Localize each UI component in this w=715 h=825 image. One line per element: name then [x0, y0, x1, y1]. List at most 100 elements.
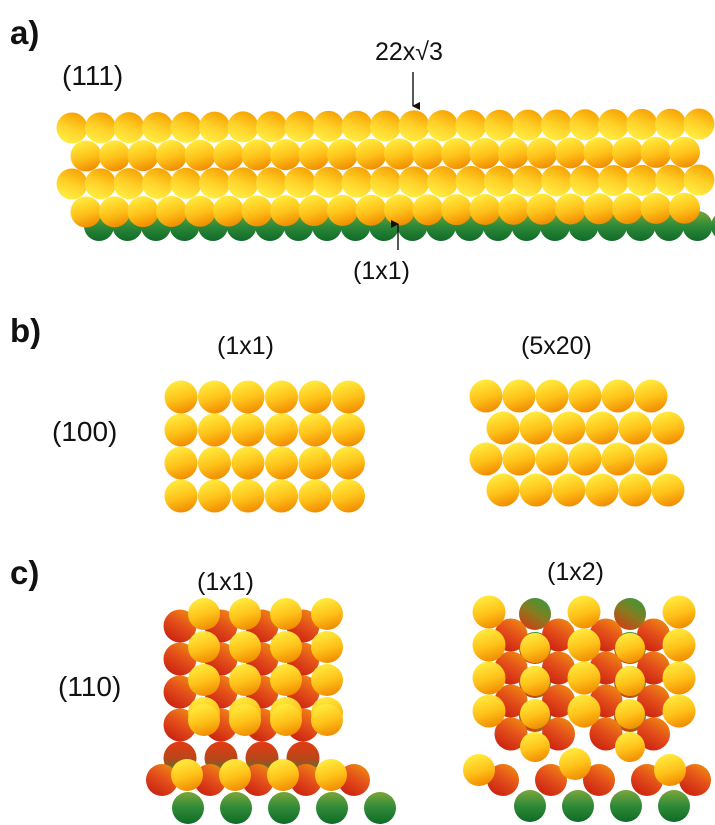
hex-grid-atom — [519, 473, 553, 507]
square-grid-atom — [164, 446, 198, 480]
hex-grid-atom — [634, 442, 668, 476]
surface-atom — [270, 139, 301, 171]
surface-atom — [669, 136, 700, 168]
gold-atom — [662, 595, 696, 629]
gold-atom — [567, 595, 601, 629]
surface-atom — [441, 194, 472, 226]
surface-atom — [512, 165, 544, 197]
surface-atom — [683, 164, 715, 196]
hex-grid-atom — [585, 411, 619, 445]
surface-atom — [355, 138, 387, 170]
square-grid-atom — [164, 380, 198, 414]
surface-atom — [541, 109, 572, 141]
gold-atom — [472, 661, 506, 695]
surface-atom — [626, 108, 658, 140]
surface-atom — [127, 140, 159, 172]
surface-atom — [398, 166, 430, 198]
panel-b-right-reconstruction: (5x20) — [521, 332, 592, 360]
surface-atom — [498, 137, 529, 169]
hex-grid-atom — [535, 379, 569, 413]
hex-grid-atom — [618, 411, 652, 445]
side-red-atom — [487, 764, 519, 796]
hex-grid-atom — [651, 473, 685, 507]
gold-atom — [311, 664, 343, 696]
hex-grid-atom — [469, 379, 503, 413]
hex-grid-atom — [568, 442, 602, 476]
surface-atom — [612, 137, 643, 169]
panel-b-left-reconstruction: (1x1) — [217, 332, 274, 360]
surface-atom — [441, 138, 472, 170]
red-atom — [163, 675, 197, 709]
side-gold-atom — [219, 759, 251, 791]
surface-atom — [526, 193, 558, 225]
side-gold-atom — [654, 754, 686, 786]
square-grid-atom — [298, 380, 332, 414]
gold-atom — [270, 664, 302, 696]
surface-atom — [569, 109, 601, 141]
surface-atom — [170, 167, 202, 199]
surface-atom — [498, 193, 529, 225]
green-atom — [519, 598, 551, 630]
surface-atom — [85, 112, 116, 144]
surface-atom — [683, 108, 715, 140]
gold-atom — [229, 598, 261, 630]
square-grid-atom — [265, 446, 298, 480]
hex-grid-atom — [486, 411, 520, 445]
side-gold-atom — [171, 759, 203, 791]
gold-atom — [188, 664, 220, 696]
surface-atom — [241, 195, 273, 227]
surface-atom — [555, 137, 586, 169]
gold-atom — [520, 666, 550, 696]
surface-atom — [127, 196, 159, 228]
panel-a-face-label: (111) — [62, 60, 123, 91]
surface-atom — [341, 166, 373, 198]
surface-atom — [655, 164, 686, 196]
side-green-atom — [220, 792, 252, 824]
gold-atom — [270, 704, 302, 736]
surface-atom — [640, 192, 672, 224]
surface-atom — [541, 165, 572, 197]
gold-atom — [520, 699, 550, 729]
square-grid-atom — [332, 380, 365, 414]
surface-atom — [598, 109, 629, 141]
surface-atom — [569, 165, 601, 197]
panel-c-left-reconstruction: (1x1) — [197, 568, 254, 596]
square-grid-atom — [265, 413, 298, 447]
panel-b-face-label: (100) — [52, 416, 117, 447]
gold-atom — [188, 704, 220, 736]
gold-atom — [229, 704, 261, 736]
surface-atom — [669, 192, 700, 224]
hex-grid-atom — [552, 473, 586, 507]
hex-grid-atom — [519, 411, 553, 445]
gold-atom — [188, 631, 220, 663]
surface-atom — [398, 110, 430, 142]
side-green-atom — [562, 790, 594, 822]
surface-atom — [598, 165, 629, 197]
panel-c-right-reconstruction: (1x2) — [547, 558, 604, 586]
red-atom — [163, 708, 197, 742]
gold-atom — [615, 699, 645, 729]
side-green-atom — [610, 790, 642, 822]
surface-atom — [199, 167, 230, 199]
gold-atom — [311, 631, 343, 663]
surface-atom — [227, 167, 259, 199]
red-atom — [637, 618, 670, 652]
square-grid-atom — [164, 479, 198, 513]
gold-atom — [615, 732, 645, 762]
side-red-atom — [679, 764, 711, 796]
surface-atom — [170, 111, 202, 143]
surface-atom — [355, 194, 387, 226]
gold-atom — [311, 598, 343, 630]
surface-atom — [99, 140, 130, 172]
surface-atom — [142, 111, 173, 143]
hex-grid-atom — [651, 411, 685, 445]
panel-a-top-annotation: 22x√3 — [375, 38, 443, 66]
surface-atom — [298, 195, 330, 227]
square-grid-atom — [265, 479, 298, 513]
hex-grid-atom — [552, 411, 586, 445]
surface-atom — [85, 168, 116, 200]
square-grid-atom — [231, 446, 265, 480]
surface-atom — [327, 194, 358, 226]
surface-atom — [213, 139, 244, 171]
surface-atom — [184, 139, 216, 171]
